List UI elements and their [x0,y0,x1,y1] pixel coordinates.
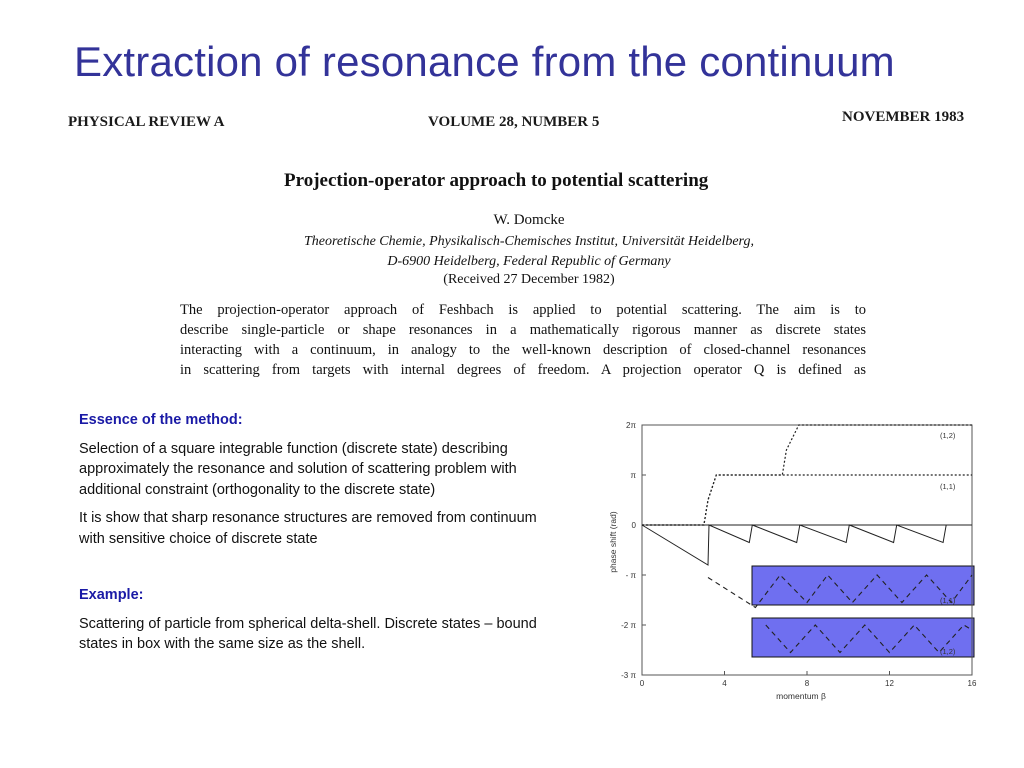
curve-label: (1,1) [940,482,956,491]
essence-paragraph-2: It is show that sharp resonance structur… [79,510,537,547]
essence-paragraph-1: Selection of a square integrable functio… [79,440,517,498]
abstract-line: interacting with a continuum, in analogy… [180,342,866,358]
y-tick-label: 2π [626,421,636,430]
series-line-1 [642,424,972,526]
abstract-line: describe single-particle or shape resona… [180,322,866,338]
series-line-5 [765,624,973,654]
y-tick-label: -3 π [621,671,636,680]
y-tick-label: π [630,471,636,480]
paper-title: Projection-operator approach to potentia… [284,170,709,191]
x-axis-label: momentum β [776,691,826,701]
curve-label: (1,2) [940,647,956,656]
slide-title: Extraction of resonance from the continu… [74,38,895,85]
curve-label: (1,2) [940,431,956,440]
series-line-4 [707,574,973,609]
phase-shift-chart: 2π π 0 - π -2 π -3 π 0 4 8 12 16 phase shift (rad) m… [608,421,977,701]
paper-affiliation-2: D-6900 Heidelberg, Federal Republic of G… [387,254,671,269]
series-line-2 [642,474,972,526]
x-tick-label: 4 [722,679,727,688]
y-tick-label: -2 π [621,621,636,630]
essence-heading: Essence of the method: [79,412,243,428]
paper-author: W. Domcke [493,212,565,228]
curve-label: (1,1) [940,596,956,605]
journal-name: PHYSICAL REVIEW A [68,114,225,130]
y-tick-label: 0 [632,521,637,530]
paper-affiliation-1: Theoretische Chemie, Physikalisch-Chemis… [304,234,754,249]
paper-abstract: The projection-operator approach of Fesh… [180,300,866,380]
x-tick-label: 8 [805,679,810,688]
journal-date: NOVEMBER 1983 [842,109,965,125]
x-tick-label: 12 [885,679,894,688]
paper-received: (Received 27 December 1982) [443,272,615,287]
journal-volume: VOLUME 28, NUMBER 5 [428,114,600,130]
y-tick-label: - π [626,571,637,580]
paper-scan: PHYSICAL REVIEW A VOLUME 28, NUMBER 5 NO… [64,104,984,384]
abstract-line: The projection-operator approach of Fesh… [180,302,866,318]
series-line-3 [641,524,972,566]
abstract-line: in scattering from targets with internal… [180,362,866,378]
x-tick-label: 16 [968,679,977,688]
y-axis-label: phase shift (rad) [608,511,618,573]
x-tick-label: 0 [640,679,645,688]
method-description: Essence of the method: Selection of a sq… [79,410,559,663]
phase-shift-figure: 2π π 0 - π -2 π -3 π 0 4 8 12 16 phase shift (rad) m… [598,410,984,710]
example-heading: Example: [79,587,144,603]
highlight-box-1 [751,565,975,606]
example-paragraph: Scattering of particle from spherical de… [79,615,537,653]
